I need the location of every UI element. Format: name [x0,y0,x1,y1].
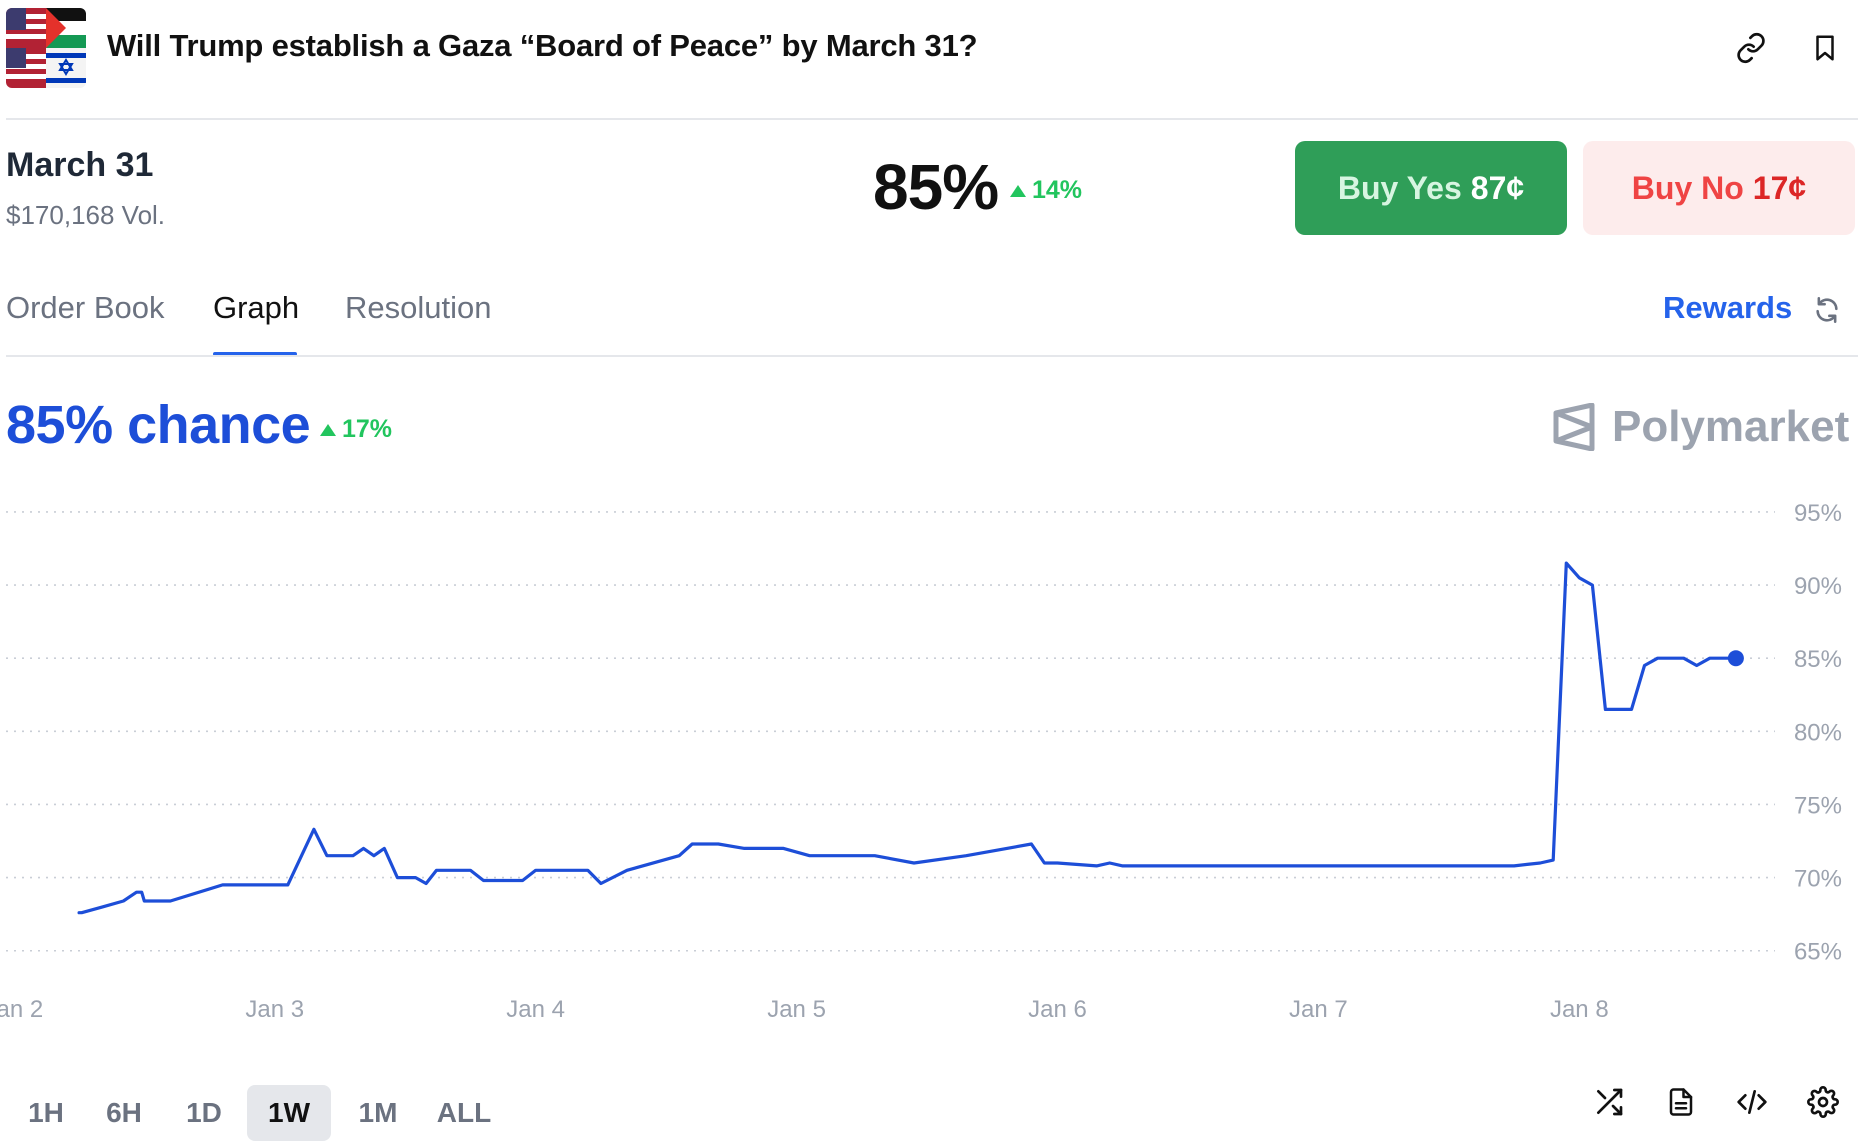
y-tick-label: 75% [1794,792,1842,819]
rewards-link[interactable]: Rewards [1663,290,1793,325]
outcome-probability: 85% [873,151,999,223]
tabs-divider [6,355,1858,357]
range-1w-button[interactable]: 1W [247,1085,331,1141]
y-tick-label: 85% [1794,646,1842,673]
current-value-dot [1727,650,1744,667]
x-tick-label: Jan 3 [245,996,304,1023]
probability-line [77,561,1738,915]
up-arrow-icon [1010,184,1026,197]
polymarket-logo-icon [1553,403,1595,451]
tab-resolution[interactable]: Resolution [345,290,492,325]
y-axis-ticks: 95% 90% 85% 80% 75% 70% 65% [1794,500,1842,966]
shuffle-icon[interactable] [1589,1082,1629,1122]
document-icon[interactable] [1661,1082,1701,1122]
link-icon[interactable] [1733,30,1769,66]
buy-yes-button[interactable]: Buy Yes 87¢ [1295,141,1567,235]
range-6h-button[interactable]: 6H [106,1097,142,1128]
x-tick-label: Jan 4 [506,996,565,1023]
y-tick-label: 80% [1794,719,1842,746]
x-tick-label: Jan 6 [1028,996,1087,1023]
outcome-name: March 31 [6,146,154,184]
x-tick-label: Jan 8 [1550,996,1609,1023]
code-icon[interactable] [1732,1082,1772,1122]
x-tick-label: Jan 7 [1289,996,1348,1023]
market-title: Will Trump establish a Gaza “Board of Pe… [107,28,978,63]
y-tick-label: 90% [1794,573,1842,600]
tab-order-book[interactable]: Order Book [6,290,165,325]
y-tick-label: 65% [1794,939,1842,966]
y-tick-label: 95% [1794,500,1842,527]
buy-no-label: Buy No [1631,169,1744,206]
buy-yes-label: Buy Yes [1337,169,1462,206]
tab-graph[interactable]: Graph [213,290,300,325]
market-flag-image [6,8,86,88]
x-tick-label: Jan 2 [0,996,43,1023]
refresh-icon[interactable] [1809,292,1845,328]
range-all-button[interactable]: ALL [436,1097,492,1128]
up-arrow-icon [320,423,336,436]
active-tab-indicator [213,352,297,356]
x-tick-label: Jan 5 [767,996,826,1023]
buy-yes-price: 87¢ [1470,169,1525,206]
brand-name: Polymarket [1612,402,1850,451]
chance-value: 85% chance [6,395,311,455]
buy-no-button[interactable]: Buy No 17¢ [1583,141,1855,235]
y-tick-label: 70% [1794,866,1842,893]
chance-change-value: 17% [342,415,393,443]
range-1m-button[interactable]: 1M [358,1097,398,1128]
outcome-change: 14% [1010,176,1082,205]
flag-collage-icon [6,8,86,88]
header-divider [6,118,1858,120]
x-axis-ticks: Jan 2 Jan 3 Jan 4 Jan 5 Jan 6 Jan 7 Jan 8 [0,996,1609,1023]
range-1h-button[interactable]: 1H [28,1097,64,1128]
buy-no-price: 17¢ [1752,169,1807,206]
polymarket-brand: Polymarket [1552,402,1849,452]
bookmark-icon[interactable] [1807,30,1843,66]
settings-icon[interactable] [1803,1082,1843,1122]
range-1d-button[interactable]: 1D [186,1097,222,1128]
chance-change: 17% [320,415,392,444]
outcome-change-value: 14% [1032,176,1083,204]
outcome-volume: $170,168 Vol. [6,200,166,230]
